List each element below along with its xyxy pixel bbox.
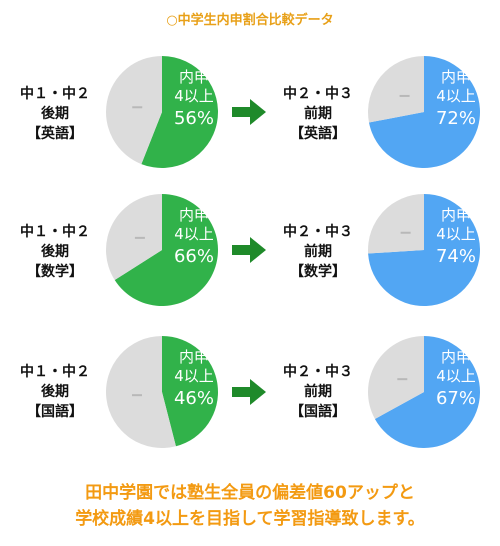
arrow-right-icon xyxy=(232,237,266,263)
term-text: 前期 xyxy=(304,244,332,260)
page-title: ○中学生内申割合比較データ xyxy=(166,13,334,28)
arrow-right-icon xyxy=(232,99,266,125)
pie-label-line1: 内申 xyxy=(179,206,209,224)
pie-value-label: 46% xyxy=(174,388,214,409)
pie-slice-value xyxy=(368,56,480,169)
pie-label-line1: 内申 xyxy=(441,206,471,224)
grade-text: 中１・中２ xyxy=(20,224,90,240)
pie-value-label: 72% xyxy=(436,108,476,129)
term-text: 前期 xyxy=(304,106,332,122)
term-text: 前期 xyxy=(304,384,332,400)
row1-before-label: 中１・中２ 後期 【英語】 xyxy=(0,84,110,144)
arrow-shaft xyxy=(232,387,252,397)
subject-text: 【数学】 xyxy=(290,264,346,280)
row3-after-label: 中２・中３ 前期 【国語】 xyxy=(263,362,373,422)
row3-before-label: 中１・中２ 後期 【国語】 xyxy=(0,362,110,422)
remainder-dash-mark xyxy=(132,106,143,109)
remainder-dash-mark xyxy=(400,231,411,234)
pie-slice-remainder xyxy=(368,194,424,254)
subject-text: 【英語】 xyxy=(290,126,346,142)
pie-slice-remainder xyxy=(106,336,176,449)
pie-slice-remainder xyxy=(106,194,162,281)
arrow-head xyxy=(250,237,266,263)
subject-text: 【国語】 xyxy=(290,404,346,420)
subject-text: 【英語】 xyxy=(27,126,83,142)
pie-slice-remainder xyxy=(368,56,424,123)
row1-after-label: 中２・中３ 前期 【英語】 xyxy=(263,84,373,144)
pie-label-line2: 4以上 xyxy=(174,225,214,243)
remainder-dash-mark xyxy=(134,236,145,239)
grade-text: 中２・中３ xyxy=(283,86,353,102)
grade-text: 中２・中３ xyxy=(283,364,353,380)
pie-label-line1: 内申 xyxy=(179,348,209,366)
remainder-dash-mark xyxy=(399,94,410,97)
grade-text: 中２・中３ xyxy=(283,224,353,240)
remainder-dash-mark xyxy=(397,378,408,381)
pie-label-line2: 4以上 xyxy=(436,87,476,105)
pie-label-line2: 4以上 xyxy=(436,225,476,243)
pie-slice-value xyxy=(368,194,480,306)
arrow-head xyxy=(250,99,266,125)
arrow-head xyxy=(250,379,266,405)
pie-label-line1: 内申 xyxy=(441,348,471,366)
pie-slice-remainder xyxy=(105,56,162,165)
pie-label-line2: 4以上 xyxy=(174,87,214,105)
footer-line-1: 田中学園では塾生全員の偏差値60アップと xyxy=(85,483,415,503)
term-text: 後期 xyxy=(41,384,69,400)
subject-text: 【数学】 xyxy=(27,264,83,280)
pie-slice-remainder xyxy=(367,336,424,419)
grade-text: 中１・中２ xyxy=(20,364,90,380)
subject-text: 【国語】 xyxy=(27,404,83,420)
pie-value-label: 67% xyxy=(436,388,476,409)
pie-label-line2: 4以上 xyxy=(174,367,214,385)
grade-text: 中１・中２ xyxy=(20,86,90,102)
term-text: 後期 xyxy=(41,244,69,260)
remainder-dash-mark xyxy=(131,394,142,397)
pie-slice-value xyxy=(114,194,219,306)
pie-slice-value xyxy=(162,336,219,447)
row2-after-label: 中２・中３ 前期 【数学】 xyxy=(263,222,373,282)
pie-value-label: 56% xyxy=(174,108,214,129)
footer-line-2: 学校成績4以上を目指して学習指導致します。 xyxy=(75,509,425,529)
arrow-shaft xyxy=(232,107,252,117)
pie-label-line1: 内申 xyxy=(441,68,471,86)
row2-before-label: 中１・中２ 後期 【数学】 xyxy=(0,222,110,282)
pie-value-label: 74% xyxy=(436,246,476,267)
pie-slice-value xyxy=(374,336,480,448)
pie-value-label: 66% xyxy=(174,246,214,267)
term-text: 後期 xyxy=(41,106,69,122)
pie-slice-value xyxy=(141,56,218,168)
pie-label-line1: 内申 xyxy=(179,68,209,86)
arrow-shaft xyxy=(232,245,252,255)
pie-label-line2: 4以上 xyxy=(436,367,476,385)
arrow-right-icon xyxy=(232,379,266,405)
